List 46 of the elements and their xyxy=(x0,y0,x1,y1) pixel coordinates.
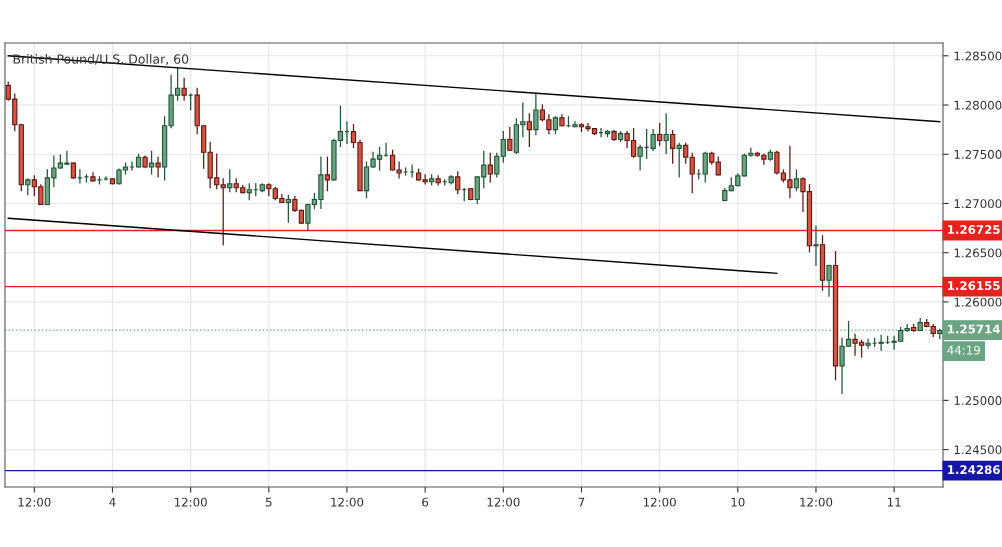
x-tick-label: 5 xyxy=(265,497,272,507)
y-tick-label: 1.28000 xyxy=(954,100,1002,110)
x-tick-label: 10 xyxy=(731,497,745,507)
y-tick-label: 1.24500 xyxy=(954,445,1002,455)
candlestick xyxy=(155,156,161,178)
x-tick-label: 12:00 xyxy=(643,497,676,507)
candlestick xyxy=(455,171,461,195)
x-tick-label: 12:00 xyxy=(18,497,51,507)
y-tick-label: 1.27000 xyxy=(954,199,1002,209)
candlestick xyxy=(487,152,493,183)
candlestick xyxy=(793,169,800,192)
x-tick-label: 12:00 xyxy=(487,497,520,507)
ref-line-label: 1.25714 xyxy=(948,324,1000,334)
y-tick-label: 1.28500 xyxy=(954,51,1002,61)
candlestick xyxy=(670,129,676,164)
candlestick xyxy=(865,338,871,349)
candlestick xyxy=(813,225,819,267)
candlestick xyxy=(663,113,669,154)
ref-line-label: 1.24286 xyxy=(948,465,1000,475)
candlestick xyxy=(285,194,291,223)
candlestick xyxy=(676,142,682,178)
x-tick-label: 12:00 xyxy=(174,497,207,507)
ref-line-label: 1.26725 xyxy=(948,225,1000,234)
x-tick-label: 12:00 xyxy=(800,497,833,507)
y-tick-label: 1.25000 xyxy=(954,396,1002,406)
candlestick xyxy=(702,151,708,183)
annotation: 44:19 xyxy=(947,345,980,355)
candlestick xyxy=(533,92,539,136)
x-tick-label: 7 xyxy=(578,497,585,507)
candlestick xyxy=(526,113,533,147)
x-tick-label: 6 xyxy=(422,497,429,507)
x-tick-label: 4 xyxy=(109,497,116,507)
candlestick xyxy=(227,169,233,193)
y-tick-label: 1.26000 xyxy=(954,297,1002,307)
ref-line-label: 1.26155 xyxy=(948,281,1000,291)
y-tick-label: 1.26500 xyxy=(954,248,1002,258)
candlestick xyxy=(148,150,155,175)
y-tick-label: 1.27500 xyxy=(954,149,1002,159)
candlestick xyxy=(181,77,187,101)
x-tick-label: 12:00 xyxy=(331,497,364,507)
candlestick xyxy=(657,123,663,147)
candlestick xyxy=(637,144,643,171)
candlestick xyxy=(507,127,513,151)
candlestick xyxy=(324,156,331,192)
x-tick-label: 11 xyxy=(887,497,901,507)
candlestick xyxy=(826,264,832,297)
